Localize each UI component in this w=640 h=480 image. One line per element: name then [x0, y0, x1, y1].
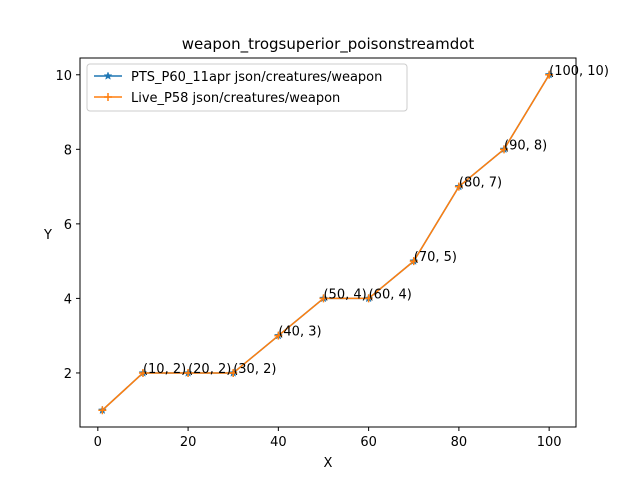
data-label: (60, 4): [369, 287, 412, 302]
y-tick-label: 4: [64, 292, 72, 307]
data-point-marker: [229, 368, 238, 377]
data-point-marker: [545, 70, 554, 79]
data-point-marker: [364, 294, 373, 303]
x-tick-label: 20: [180, 435, 197, 450]
data-label: (80, 7): [459, 176, 502, 191]
x-tick-label: 100: [537, 435, 562, 450]
x-tick-label: 80: [451, 435, 468, 450]
chart-title: weapon_trogsuperior_poisonstreamdot: [182, 35, 475, 54]
x-tick-label: 40: [270, 435, 287, 450]
data-point-marker: [319, 294, 328, 303]
data-point-marker: [274, 331, 283, 340]
legend: PTS_P60_11apr json/creatures/weapon Live_…: [86, 63, 408, 112]
data-label: (70, 5): [414, 250, 457, 265]
series-2: [98, 70, 554, 415]
y-tick-label: 10: [55, 69, 72, 84]
data-label: (40, 3): [278, 325, 321, 340]
y-tick-label: 2: [64, 367, 72, 382]
data-label: (100, 10): [549, 64, 609, 79]
x-tick-label: 60: [360, 435, 377, 450]
data-point-marker: [500, 145, 509, 154]
x-tick-label: 0: [94, 435, 102, 450]
legend-marker: [104, 93, 112, 101]
y-axis-label: Y: [43, 228, 52, 243]
legend-label: Live_P58 json/creatures/weapon: [131, 91, 340, 106]
data-point-marker: [138, 368, 147, 377]
x-axis: 0 20 40 60 80 100: [94, 427, 562, 450]
legend-marker: [103, 71, 113, 80]
legend-label: PTS_P60_11apr json/creatures/weapon: [131, 70, 382, 85]
plot-frame: [79, 57, 577, 428]
legend-box: [86, 63, 408, 112]
data-label: (10, 2): [143, 362, 186, 377]
plot-area: (10, 2) (20, 2) (30, 2) (40, 3) (50, 4) (60, …: [97, 64, 609, 415]
legend-entry: Live_P58 json/creatures/weapon: [94, 91, 340, 106]
data-point-marker: [454, 182, 463, 191]
y-axis: 2 4 6 8 10: [55, 69, 80, 382]
data-label: (30, 2): [233, 362, 276, 377]
data-point-marker: [184, 368, 193, 377]
data-label: (20, 2): [188, 362, 231, 377]
data-point-marker: [409, 257, 418, 266]
data-label: (50, 4): [323, 287, 366, 302]
x-axis-label: X: [324, 456, 333, 471]
data-point-marker: [98, 406, 107, 415]
y-tick-label: 6: [64, 218, 72, 233]
data-label: (90, 8): [504, 138, 547, 153]
legend-entry: PTS_P60_11apr json/creatures/weapon: [94, 70, 382, 85]
y-tick-label: 8: [64, 143, 72, 158]
